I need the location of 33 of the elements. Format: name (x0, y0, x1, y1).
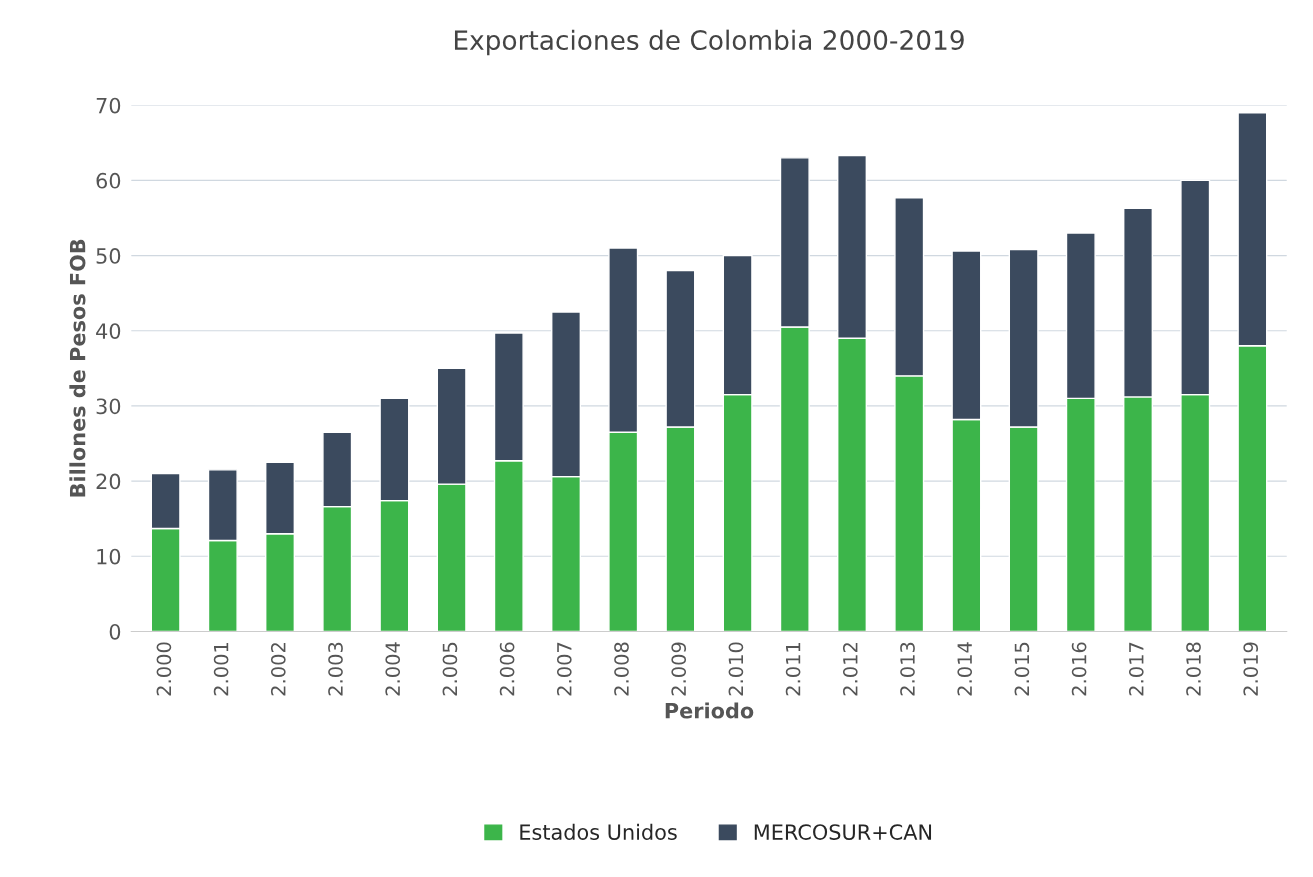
x-tick-label: 2.019 (1243, 642, 1259, 696)
x-axis-title: Periodo (665, 702, 754, 719)
x-tick-label: 2.010 (728, 642, 744, 696)
x-tick-label: 2.018 (1186, 642, 1201, 696)
y-tick-label: 0 (109, 623, 121, 640)
x-tick-label: 2.008 (614, 642, 629, 696)
x-tick-label: 2.009 (671, 642, 687, 696)
y-tick-label: 70 (96, 97, 121, 114)
x-tick-label: 2.014 (957, 642, 973, 696)
x-tick-label: 2.007 (556, 642, 572, 696)
x-tick-label: 2.012 (842, 643, 858, 696)
x-tick-label: 2.017 (1128, 642, 1144, 696)
x-tick-label: 2.006 (499, 642, 515, 696)
x-tick-label: 2.002 (270, 643, 286, 696)
x-tick-label: 2.016 (1071, 642, 1087, 696)
y-tick-label: 50 (96, 248, 121, 264)
x-tick-label: 2.001 (213, 642, 229, 696)
y-axis-title: Billones de Pesos FOB (69, 239, 86, 497)
y-tick-label: 40 (96, 323, 121, 339)
legend-label: Estados Unidos (520, 823, 677, 840)
y-tick-label: 10 (97, 548, 121, 565)
x-tick-label: 2.003 (328, 642, 343, 696)
x-tick-label: 2.013 (900, 642, 915, 696)
x-tick-label: 2.015 (1014, 642, 1030, 696)
chart-title: Exportaciones de Colombia 2000-2019 (454, 29, 964, 56)
y-tick-label: 30 (96, 398, 121, 415)
x-tick-label: 2.004 (385, 642, 401, 696)
x-tick-label: 2.000 (156, 642, 172, 696)
y-tick-label: 20 (96, 473, 121, 490)
x-tick-label: 2.011 (785, 642, 801, 696)
x-tick-label: 2.005 (442, 642, 458, 696)
y-tick-label: 60 (96, 172, 121, 189)
legend-label: MERCOSUR+CAN (754, 824, 932, 840)
